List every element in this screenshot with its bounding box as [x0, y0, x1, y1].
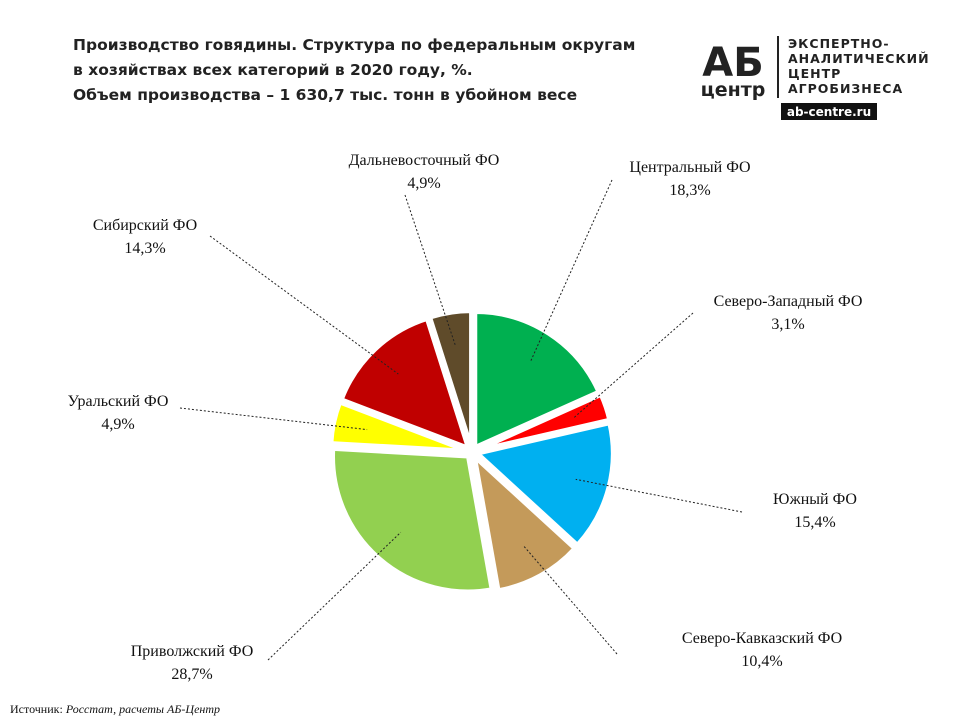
slice-value: 15,4% — [794, 514, 835, 531]
source-label: Источник: — [10, 702, 63, 716]
chart-title: Производство говядины. Структура по феде… — [73, 36, 635, 54]
leader-line — [209, 235, 399, 375]
logo: АБ центр ЭКСПЕРТНО- АНАЛИТИЧЕСКИЙ ЦЕНТР … — [701, 36, 930, 120]
pie-slice — [473, 420, 615, 548]
leader-line — [523, 545, 618, 655]
pie-slice — [427, 309, 474, 447]
slice-label: Дальневосточный ФО — [349, 152, 500, 169]
leader-line — [404, 194, 457, 347]
leader-line — [575, 478, 743, 513]
slice-value: 3,1% — [771, 316, 804, 333]
logo-mark: АБ — [702, 40, 763, 86]
chart-title: Объем производства – 1 630,7 тыс. тонн в… — [73, 86, 577, 104]
pie-slice — [476, 392, 612, 453]
logo-text: АНАЛИТИЧЕСКИЙ — [788, 51, 930, 66]
slice-value: 14,3% — [124, 240, 165, 257]
pie-slice — [339, 316, 472, 451]
source-text: Росстат, расчеты АБ-Центр — [65, 702, 220, 716]
logo-text: АГРОБИЗНЕСА — [788, 81, 903, 96]
slice-value: 4,9% — [101, 416, 134, 433]
slice-label: Центральный ФО — [629, 159, 750, 176]
pie-slice — [329, 400, 467, 453]
slice-value: 4,9% — [407, 175, 440, 192]
pie-slice — [473, 309, 602, 451]
logo-site: ab-centre.ru — [787, 105, 871, 119]
slice-label: Южный ФО — [773, 491, 857, 508]
leader-line — [529, 179, 613, 363]
logo-text: ЦЕНТР — [788, 66, 841, 81]
leader-line — [267, 531, 402, 661]
pie-slice — [471, 451, 578, 593]
slice-label: Северо-Кавказский ФО — [682, 630, 842, 647]
slice-label: Северо-Западный ФО — [714, 293, 863, 310]
leader-line — [573, 312, 694, 419]
slice-value: 28,7% — [171, 666, 212, 683]
slice-value: 10,4% — [741, 653, 782, 670]
slice-label: Приволжский ФО — [131, 643, 254, 660]
slice-label: Уральский ФО — [68, 393, 169, 410]
pie-slice — [331, 446, 494, 594]
logo-text: ЭКСПЕРТНО- — [788, 36, 890, 51]
logo-site-bg — [781, 103, 877, 120]
chart-title: в хозяйствах всех категорий в 2020 году,… — [73, 61, 473, 79]
source: Источник: Росстат, расчеты АБ-Центр — [10, 702, 220, 716]
logo-mark-sub: центр — [701, 79, 766, 101]
leader-line — [179, 407, 368, 431]
slice-label: Сибирский ФО — [93, 217, 197, 234]
slice-value: 18,3% — [669, 182, 710, 199]
